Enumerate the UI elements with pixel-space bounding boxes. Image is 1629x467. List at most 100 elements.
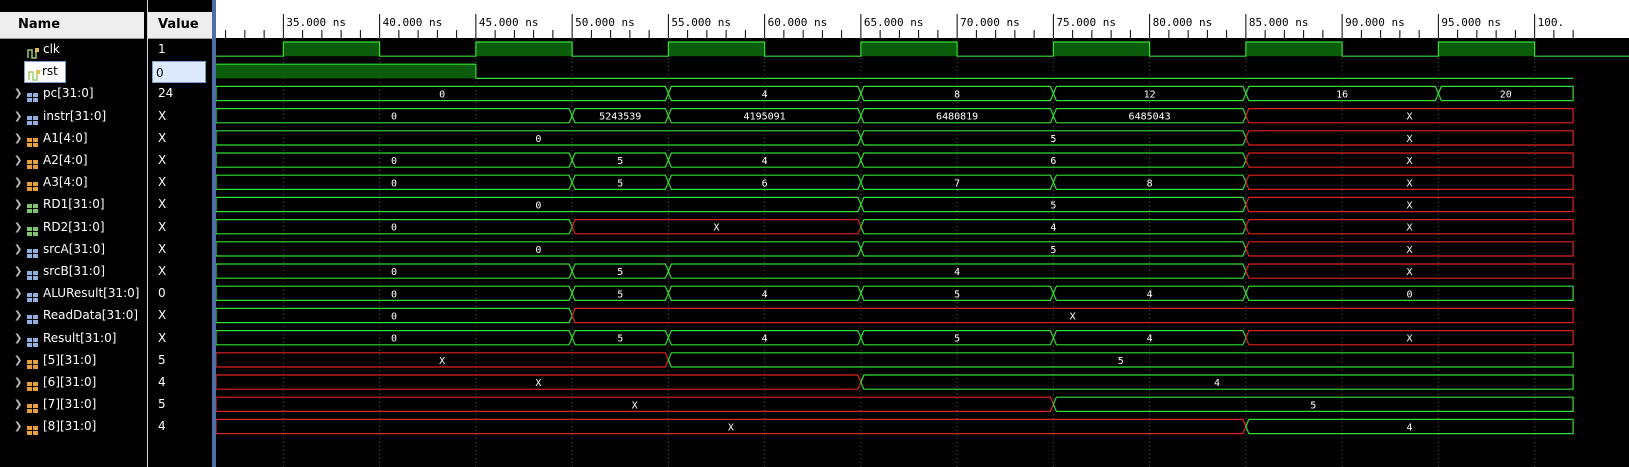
signal-row[interactable]: ❯ [8][31:0] xyxy=(0,415,148,438)
ruler-tick-label: 100. xyxy=(1538,16,1565,29)
bus-value-label: X xyxy=(728,423,734,434)
signal-value-row[interactable]: 0 xyxy=(148,60,213,84)
expand-chevron-icon[interactable]: ❯ xyxy=(14,332,23,344)
clock-high-pulse xyxy=(860,42,958,57)
bus-value-label: X xyxy=(632,400,638,411)
expand-chevron-icon[interactable]: ❯ xyxy=(14,266,23,277)
expand-chevron-icon[interactable]: ❯ xyxy=(14,155,23,166)
signal-waveform: 0 5 4 X xyxy=(216,263,1574,279)
signal-row[interactable]: ❯ ALUResult[31:0] xyxy=(0,282,148,305)
signal-value: X xyxy=(158,308,167,323)
signal-value-row[interactable]: X xyxy=(148,327,213,350)
bus-value-label: 4 xyxy=(1147,289,1153,300)
ruler-tick-label: 40.000 ns xyxy=(383,16,443,29)
bus-value-label: X xyxy=(1406,156,1412,167)
expand-chevron-icon[interactable]: ❯ xyxy=(14,110,23,122)
bus-value-label: X xyxy=(1406,223,1412,234)
signal-row[interactable]: ❯ A1[4:0] xyxy=(0,127,148,150)
signal-value: X xyxy=(158,130,167,145)
expand-chevron-icon[interactable]: ❯ xyxy=(14,399,23,411)
bus-value-label: X xyxy=(713,223,719,234)
signal-value-row[interactable]: 5 xyxy=(148,393,213,416)
signal-value-row[interactable]: X xyxy=(148,105,213,128)
signal-row[interactable]: ❯ ReadData[31:0] xyxy=(0,304,148,327)
signal-row[interactable]: ❯ [6][31:0] xyxy=(0,371,148,394)
bus-value-label: X xyxy=(1406,267,1412,278)
clock-high-pulse xyxy=(1245,42,1343,57)
bus-value-label: 5 xyxy=(1050,245,1056,256)
signal-value-row[interactable]: X xyxy=(148,238,213,261)
signal-value: 0 xyxy=(158,286,166,301)
bus-value-label: 8 xyxy=(1147,178,1153,189)
bit-high-fill xyxy=(216,64,476,79)
signal-name: instr[31:0] xyxy=(43,108,107,123)
waveform-splitter[interactable] xyxy=(212,0,216,467)
ruler-tick-label: 65.000 ns xyxy=(864,16,924,29)
signal-name-panel: Name clk rst ❯ pc[31:0] ❯ instr[31:0] ❯ A1[4:0]… xyxy=(0,0,148,467)
signal-value-row[interactable]: X xyxy=(148,216,213,239)
signal-waveform: 0 5 4 6 X xyxy=(216,152,1574,168)
clock-trace xyxy=(216,41,1629,57)
signal-row[interactable]: ❯ [5][31:0] xyxy=(0,349,148,372)
signal-value-row[interactable]: 4 xyxy=(148,371,213,394)
waveform-viewer[interactable]: 35.000 ns 40.000 ns 45.000 ns 50.000 ns 55.0… xyxy=(216,0,1629,467)
expand-chevron-icon[interactable]: ❯ xyxy=(14,421,23,433)
bus-undefined-segment xyxy=(1245,130,1574,146)
signal-row[interactable]: ❯ Result[31:0] xyxy=(0,327,148,350)
signal-value-row[interactable]: 5 xyxy=(148,349,213,372)
signal-value-row[interactable]: X xyxy=(148,193,213,216)
signal-row[interactable]: ❯ A2[4:0] xyxy=(0,149,148,172)
signal-value-row[interactable]: X xyxy=(148,127,213,150)
signal-row[interactable]: ❯ [7][31:0] xyxy=(0,393,148,416)
signal-row[interactable]: ❯ pc[31:0] xyxy=(0,82,148,105)
signal-value-row[interactable]: 1 xyxy=(148,38,213,61)
bus-value-label: 0 xyxy=(1406,289,1412,300)
signal-waveform: 0 5243539 4195091 6480819 6485043 X xyxy=(216,108,1574,124)
signal-waveform: 0 5 4 5 4 0 xyxy=(216,285,1574,301)
expand-chevron-icon[interactable]: ❯ xyxy=(14,243,23,255)
expand-chevron-icon[interactable]: ❯ xyxy=(14,132,23,144)
expand-chevron-icon[interactable]: ❯ xyxy=(14,88,23,100)
signal-row[interactable]: ❯ srcB[31:0] xyxy=(0,260,148,283)
selected-signal-highlight[interactable]: rst xyxy=(24,61,66,84)
signal-value-row[interactable]: X xyxy=(148,149,213,172)
signal-value-row[interactable]: 0 xyxy=(148,282,213,305)
signal-row[interactable]: ❯ RD1[31:0] xyxy=(0,193,148,216)
signal-row[interactable]: ❯ RD2[31:0] xyxy=(0,216,148,239)
signal-waveform: 0 5 6 7 8 X xyxy=(216,174,1574,190)
bus-value-label: X xyxy=(1406,112,1412,123)
bus-value-label: 0 xyxy=(391,156,397,167)
signal-row[interactable]: clk xyxy=(0,38,148,61)
signal-value: X xyxy=(158,175,167,190)
selected-value-highlight[interactable]: 0 xyxy=(152,61,206,84)
signal-value-row[interactable]: 24 xyxy=(148,82,213,105)
signal-row[interactable]: ❯ srcA[31:0] xyxy=(0,238,148,261)
signal-value-row[interactable]: X xyxy=(148,171,213,194)
signal-value-row[interactable]: 4 xyxy=(148,415,213,438)
bus-value-label: 0 xyxy=(391,289,397,300)
expand-chevron-icon[interactable]: ❯ xyxy=(14,354,23,366)
bus-value-label: X xyxy=(1406,134,1412,145)
expand-chevron-icon[interactable]: ❯ xyxy=(14,377,23,388)
expand-chevron-icon[interactable]: ❯ xyxy=(14,310,23,322)
clock-high-pulse xyxy=(475,42,573,57)
signal-row[interactable]: rst xyxy=(0,60,148,84)
bus-orange-icon xyxy=(26,133,40,147)
signal-value-row[interactable]: X xyxy=(148,304,213,327)
signal-name: [7][31:0] xyxy=(43,397,97,412)
expand-chevron-icon[interactable]: ❯ xyxy=(14,199,23,211)
name-column-header[interactable]: Name xyxy=(0,12,144,39)
time-ruler[interactable] xyxy=(216,0,1629,38)
signal-row[interactable]: ❯ instr[31:0] xyxy=(0,105,148,128)
bus-value-label: 4 xyxy=(762,156,768,167)
value-column-header[interactable]: Value xyxy=(148,12,213,39)
bus-value-label: 4 xyxy=(1214,378,1220,389)
signal-row[interactable]: ❯ A3[4:0] xyxy=(0,171,148,194)
expand-chevron-icon[interactable]: ❯ xyxy=(14,221,23,233)
bus-undefined-segment xyxy=(1245,263,1574,279)
signal-value-row[interactable]: X xyxy=(148,260,213,283)
bus-value-label: 0 xyxy=(391,223,397,234)
expand-chevron-icon[interactable]: ❯ xyxy=(14,177,23,189)
expand-chevron-icon[interactable]: ❯ xyxy=(14,288,23,300)
